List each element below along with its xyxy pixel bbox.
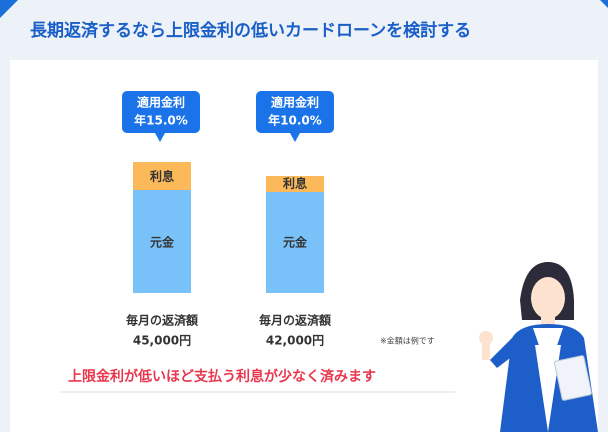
payment-amount: 45,000円: [133, 334, 191, 348]
bubble-text: 年15.0%: [134, 113, 188, 128]
principal-segment: [133, 190, 191, 293]
payment-label: 毎月の返済額: [259, 313, 332, 328]
conclusion: 上限金利が低いほど支払う利息が少なく済みます: [68, 368, 376, 385]
segment-label: 元金: [150, 235, 175, 250]
payment-amount: 42,000円: [266, 334, 324, 348]
title: 長期返済するなら上限金利の低いカードローンを検討する: [30, 20, 471, 41]
bubble-pointer: [290, 133, 300, 142]
principal-segment: [266, 192, 324, 293]
bubble-text: 年10.0%: [268, 113, 322, 128]
segment-label: 元金: [283, 235, 308, 250]
payment-label: 毎月の返済額: [126, 313, 199, 328]
segment-label: 利息: [150, 169, 174, 184]
rate-bubble: [122, 91, 200, 133]
note: ※金額は例です: [380, 336, 435, 346]
interest-segment: [266, 176, 324, 192]
corner-accent: [600, 0, 608, 8]
bubble-text: 適用金利: [137, 95, 185, 110]
interest-segment: [133, 162, 191, 190]
segment-label: 利息: [283, 176, 307, 191]
bubble-pointer: [155, 133, 165, 142]
person-illustration: [479, 262, 598, 432]
bubble-text: 適用金利: [271, 95, 319, 110]
corner-accent: [0, 0, 18, 18]
rate-bubble: [256, 91, 334, 133]
